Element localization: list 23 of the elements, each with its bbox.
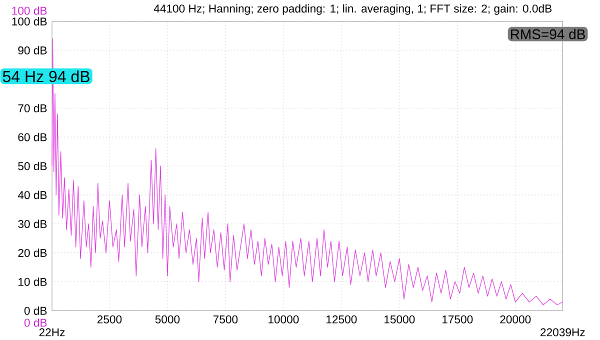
y-tick-label: 90 dB: [18, 46, 47, 54]
y-tick-label: 50 dB: [18, 162, 47, 170]
annotation: RMS=94 dB: [511, 28, 585, 40]
chart-title: 44100 Hz; Hanning; zero padding: 1; lin. averaging, 1; FFT size: 2; gain: 0.0dB: [154, 4, 552, 15]
x-tick-label: 17500: [442, 315, 473, 324]
y-tick-label: 20 dB: [18, 248, 47, 257]
x-tick-label: 12500: [326, 315, 357, 324]
x-tick-label: 7500: [213, 315, 238, 324]
x-tick-label: 5000: [155, 315, 180, 324]
y-tick-label: 30 dB: [18, 220, 47, 228]
x-tick-label: 20000: [500, 315, 531, 324]
y-tick-label: 70 dB: [18, 104, 47, 112]
text: 22Hz: [39, 328, 65, 336]
x-tick-label: 15000: [384, 315, 415, 324]
y-tick-label: 100 dB: [12, 17, 47, 26]
y-tick-label: 10 dB: [18, 278, 47, 286]
y-tick-label: 0 dB: [24, 306, 47, 315]
x-tick-label: 2500: [97, 315, 122, 324]
y-tick-label: 40 dB: [18, 190, 47, 200]
x-tick-label: 10000: [268, 315, 299, 324]
y-tick-label: 60 dB: [18, 132, 47, 142]
annotation: 54 Hz 94 dB: [2, 70, 90, 82]
text: 22039Hz: [540, 328, 585, 336]
